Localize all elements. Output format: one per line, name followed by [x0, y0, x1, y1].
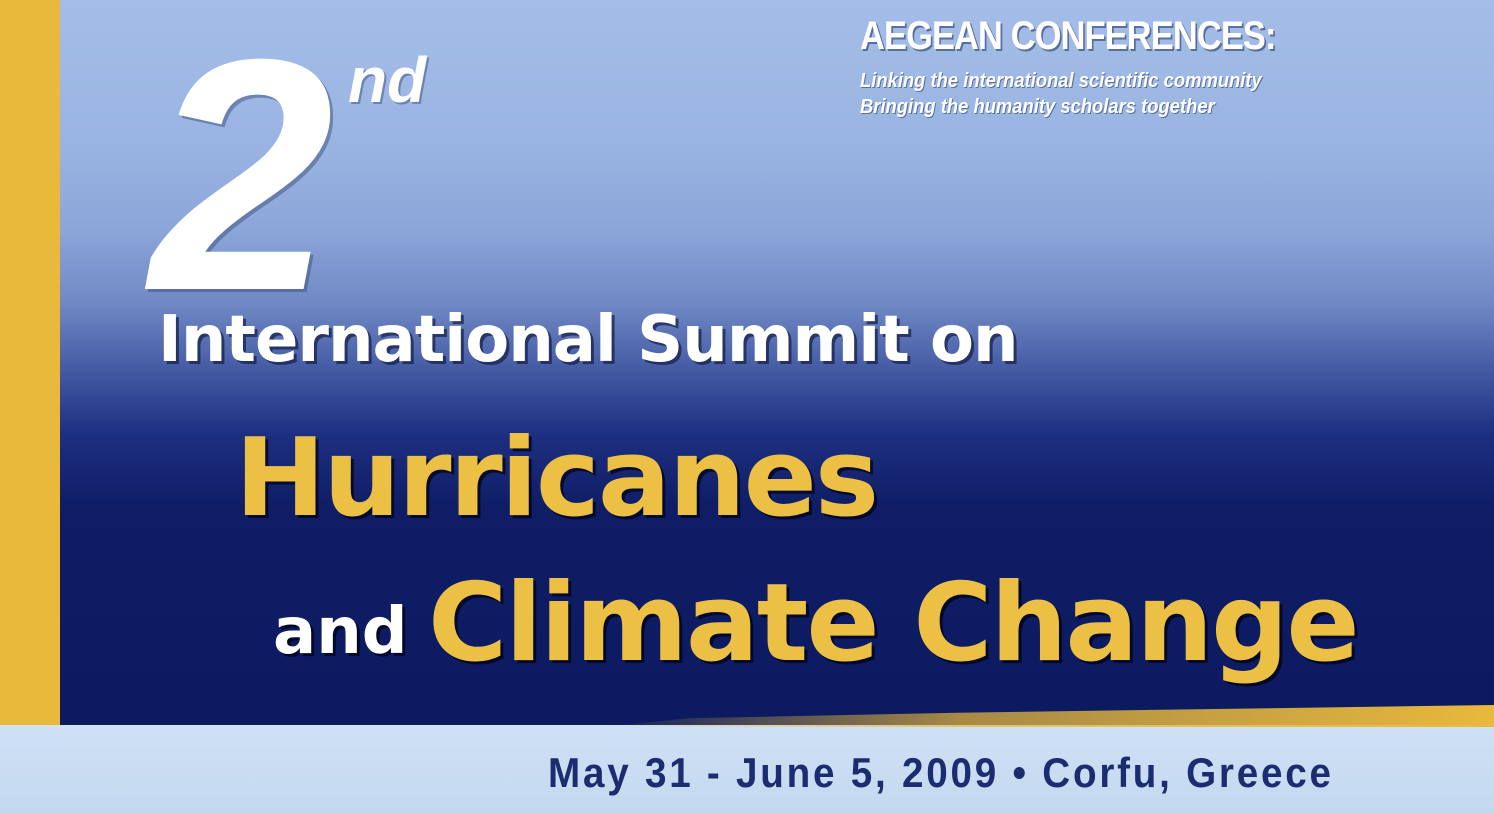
- organizer-tagline-2: Bringing the humanity scholars together: [860, 96, 1215, 118]
- topic-climate-change: Climate Change: [428, 561, 1360, 686]
- event-date-location: May 31 - June 5, 2009 • Corfu, Greece: [548, 749, 1334, 796]
- topic-connector: and: [273, 595, 408, 669]
- gradient-panel: [60, 0, 1494, 725]
- organizer-name: AEGEAN CONFERENCES:: [860, 14, 1276, 58]
- edition-number: 2: [150, 0, 334, 359]
- gold-side-stripe: [0, 0, 60, 725]
- edition-suffix: nd: [348, 44, 427, 116]
- organizer-tagline-1: Linking the international scientific com…: [860, 70, 1262, 92]
- topic-hurricanes: Hurricanes: [235, 416, 879, 541]
- date-band: [0, 725, 1494, 814]
- summit-heading: International Summit on: [158, 303, 1019, 377]
- organizer-brand: AEGEAN CONFERENCES: Linking the internat…: [860, 16, 1420, 120]
